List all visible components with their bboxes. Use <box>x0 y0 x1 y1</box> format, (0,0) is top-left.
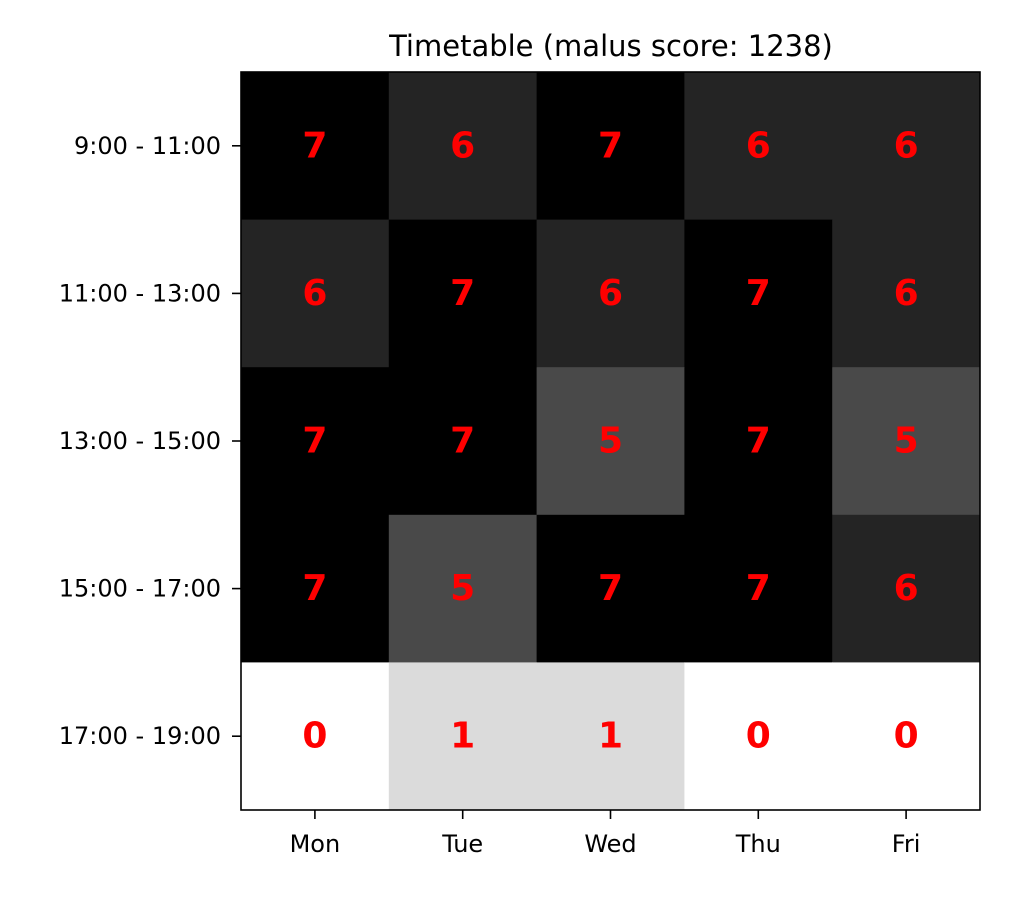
heatmap-cell <box>388 514 538 663</box>
cell-value-label: 7 <box>302 568 327 609</box>
x-tick-label: Thu <box>735 830 781 858</box>
heatmap-cell <box>241 662 390 811</box>
y-tick-label: 15:00 - 17:00 <box>59 575 221 603</box>
heatmap-cell <box>388 367 538 516</box>
x-tick-label: Fri <box>892 830 921 858</box>
cell-value-label: 7 <box>746 273 771 314</box>
cell-value-label: 7 <box>746 421 771 462</box>
heatmap-cell <box>241 514 390 663</box>
y-tick-label: 17:00 - 19:00 <box>59 722 221 750</box>
cell-value-label: 6 <box>746 125 771 166</box>
y-tick-label: 13:00 - 15:00 <box>59 427 221 455</box>
heatmap-cell <box>684 367 833 516</box>
cell-value-label: 7 <box>598 568 623 609</box>
heatmap-cell <box>832 662 981 811</box>
heatmap-cell <box>684 662 833 811</box>
cell-value-label: 6 <box>450 125 475 166</box>
cell-value-label: 0 <box>894 716 919 757</box>
heatmap-cell <box>536 72 685 221</box>
cell-value-label: 6 <box>894 125 919 166</box>
heatmap-cell <box>832 219 981 368</box>
x-tick-label: Wed <box>584 830 636 858</box>
heatmap-cell <box>388 72 538 221</box>
heatmap-cell <box>536 514 685 663</box>
heatmap-cell <box>832 72 981 221</box>
cell-value-label: 6 <box>598 273 623 314</box>
x-tick-label: Mon <box>290 830 341 858</box>
cell-value-label: 7 <box>302 125 327 166</box>
heatmap-cell <box>536 367 685 516</box>
cell-value-labels: 7 6 7 6 6 6 7 6 7 6 7 7 5 7 5 7 5 7 7 6 0 1 1 0 0 <box>302 125 918 756</box>
cell-value-label: 5 <box>450 568 475 609</box>
heatmap-cell <box>684 72 833 221</box>
heatmap-cell <box>388 662 538 811</box>
heatmap-cell <box>684 514 833 663</box>
cell-value-label: 5 <box>894 421 919 462</box>
cell-value-label: 0 <box>302 716 327 757</box>
cell-value-label: 1 <box>450 716 475 757</box>
heatmap-cell <box>388 219 538 368</box>
x-axis: Mon Tue Wed Thu Fri <box>290 810 921 858</box>
cell-value-label: 5 <box>598 421 623 462</box>
cell-value-label: 6 <box>894 568 919 609</box>
heatmap-cell <box>241 367 390 516</box>
heatmap-cell <box>536 662 685 811</box>
heatmap-cells <box>241 72 981 811</box>
cell-value-label: 7 <box>598 125 623 166</box>
heatmap-cell <box>536 219 685 368</box>
cell-value-label: 0 <box>746 716 771 757</box>
cell-value-label: 6 <box>302 273 327 314</box>
y-tick-label: 11:00 - 13:00 <box>59 279 221 307</box>
x-tick-label: Tue <box>441 830 483 858</box>
cell-value-label: 6 <box>894 273 919 314</box>
y-axis: 9:00 - 11:00 11:00 - 13:00 13:00 - 15:00 15… <box>59 132 241 750</box>
cell-value-label: 7 <box>746 568 771 609</box>
cell-value-label: 1 <box>598 716 623 757</box>
cell-value-label: 7 <box>450 273 475 314</box>
heatmap-cell <box>241 219 390 368</box>
chart-title: Timetable (malus score: 1238) <box>388 29 833 63</box>
heatmap-cell <box>832 514 981 663</box>
heatmap-cell <box>832 367 981 516</box>
heatmap-cell <box>241 72 390 221</box>
cell-value-label: 7 <box>302 421 327 462</box>
heatmap-cell <box>684 219 833 368</box>
y-tick-label: 9:00 - 11:00 <box>74 132 221 160</box>
cell-value-label: 7 <box>450 421 475 462</box>
